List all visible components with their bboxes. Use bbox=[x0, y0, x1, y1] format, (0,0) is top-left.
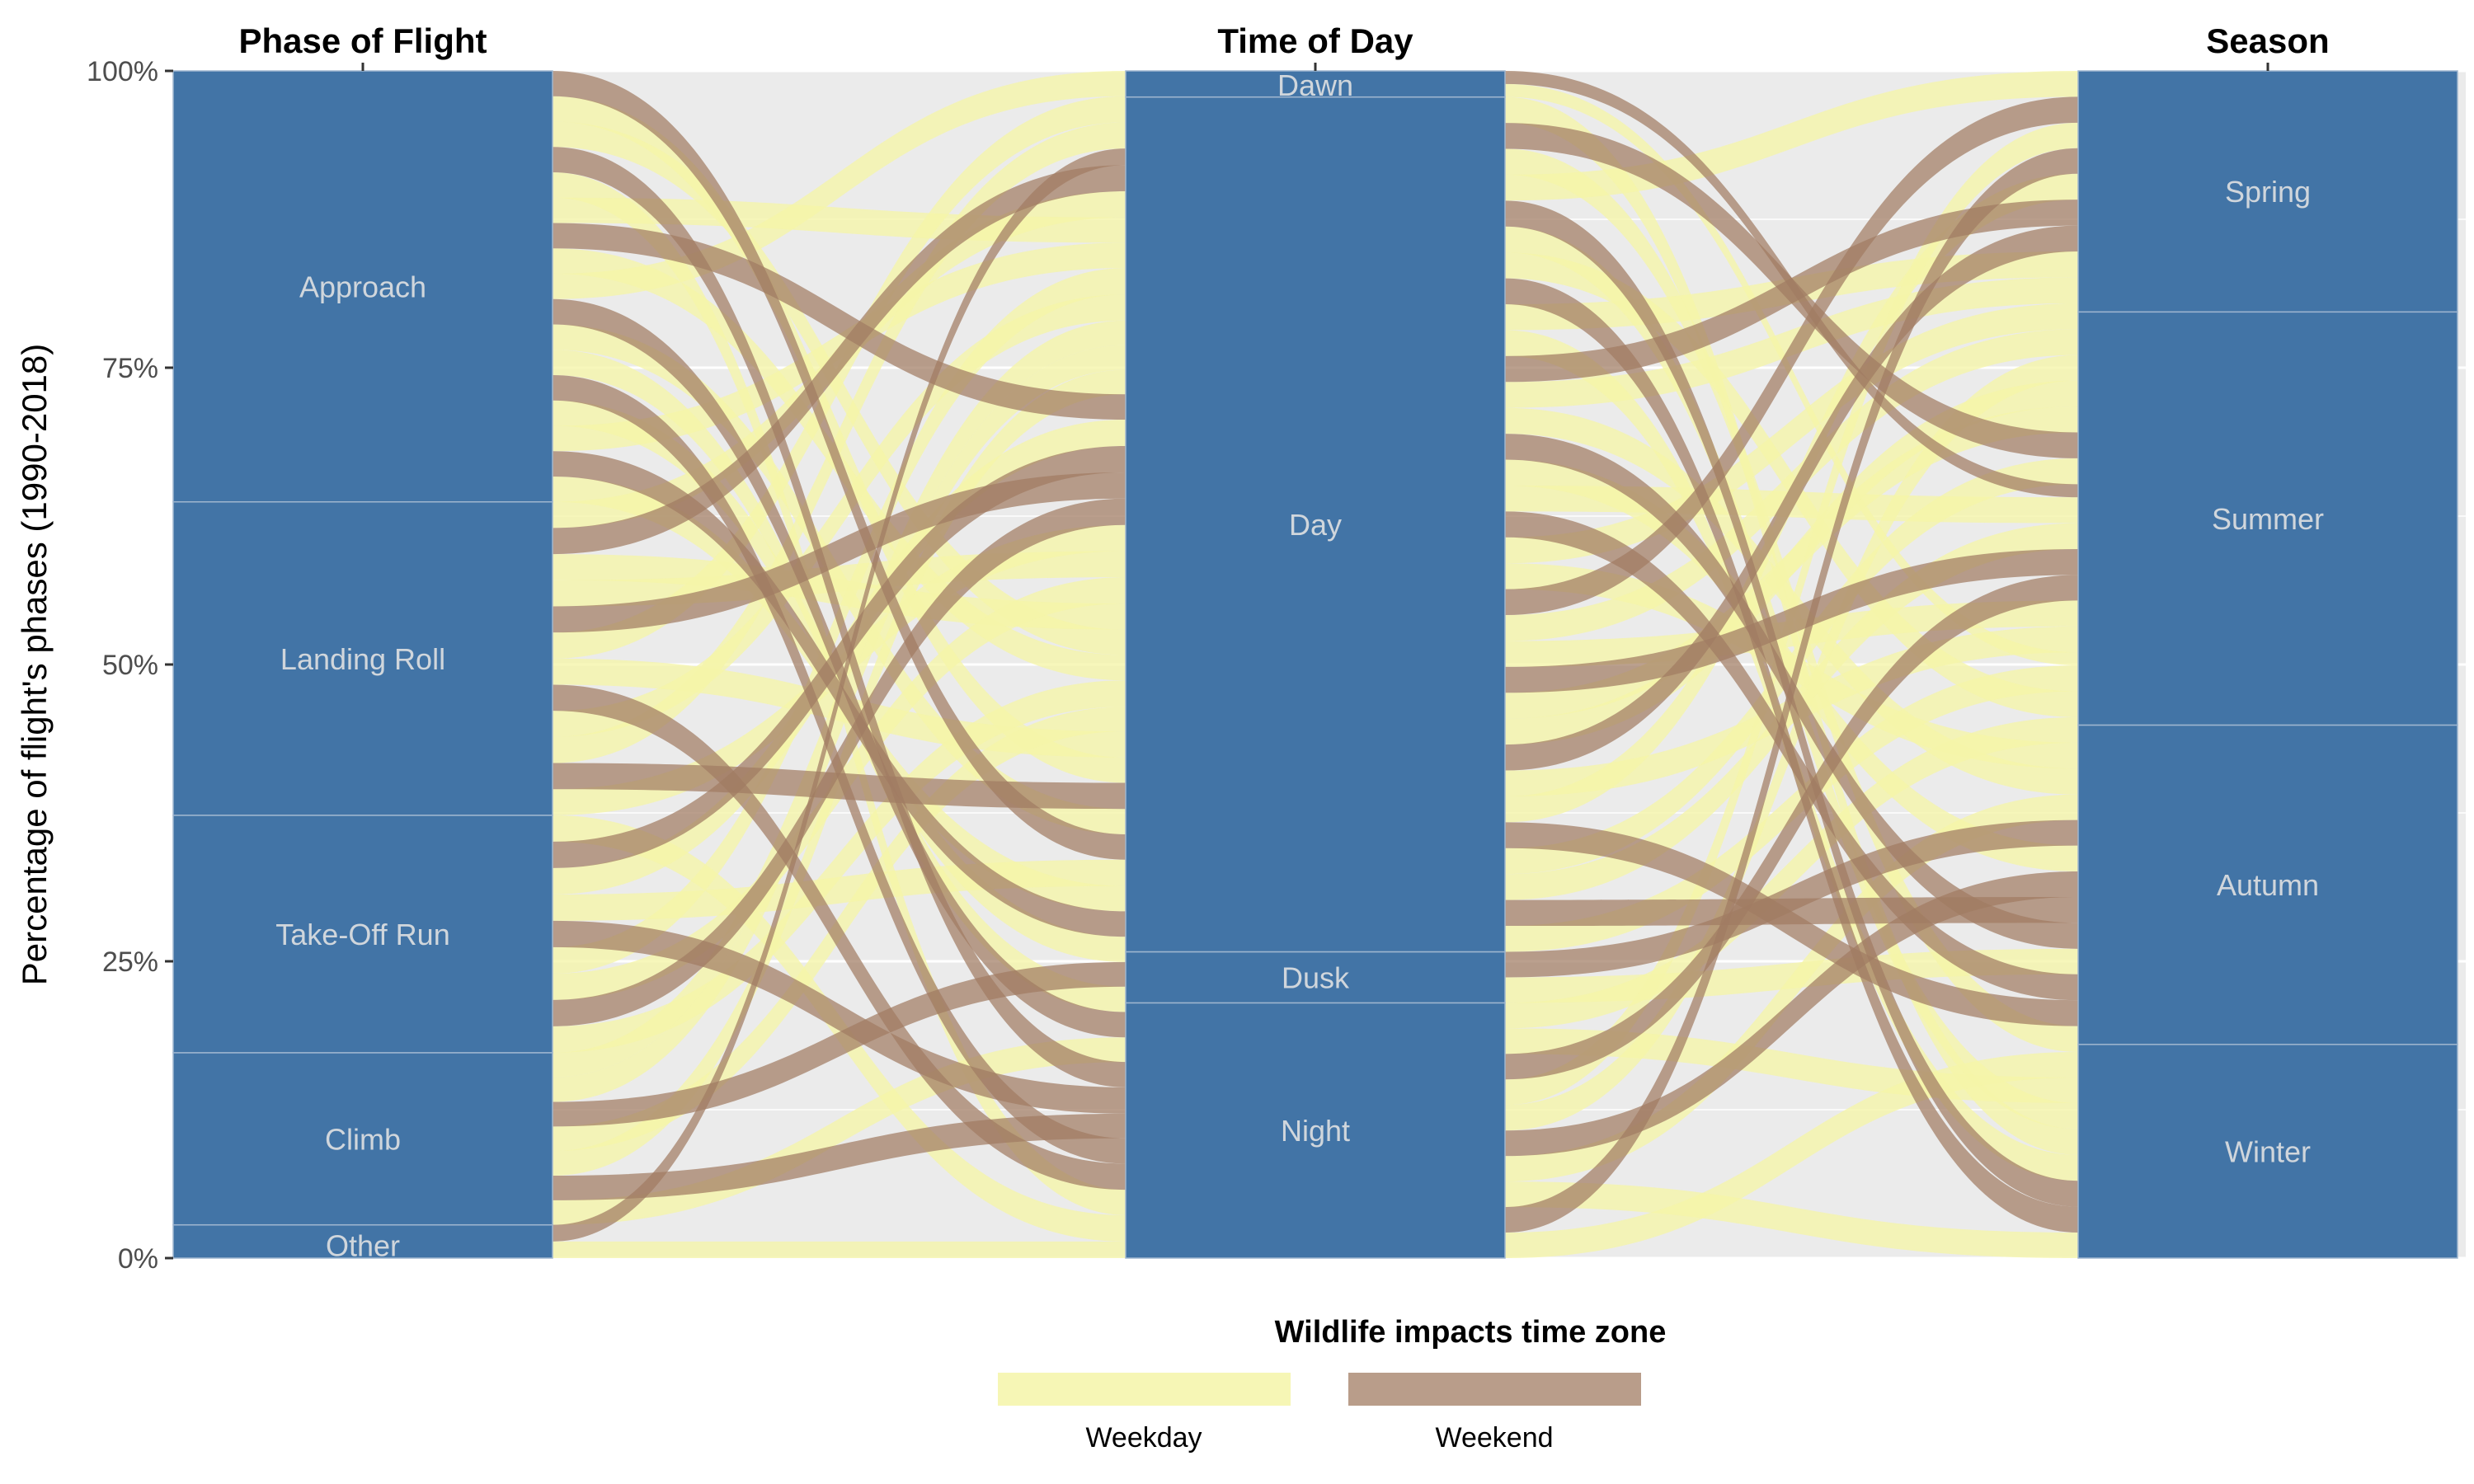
weekend-flow bbox=[553, 147, 1126, 1087]
stratum-winter bbox=[2077, 1044, 2458, 1259]
legend-key-weekday bbox=[998, 1373, 1291, 1406]
weekend-flow bbox=[553, 498, 1126, 1026]
stratum-spring bbox=[2077, 70, 2458, 313]
weekday-flow bbox=[553, 680, 1126, 1053]
weekday-flow bbox=[553, 554, 1126, 630]
legend: Wildlife impacts time zone Weekday Weeken… bbox=[998, 1315, 1666, 1453]
stratum-label: Night bbox=[1281, 1114, 1350, 1148]
weekday-flow bbox=[553, 96, 1126, 659]
weekend-flow bbox=[553, 446, 1126, 868]
flows bbox=[553, 71, 2078, 1258]
axis-header: Time of Day bbox=[1217, 21, 1413, 60]
weekday-flow bbox=[1505, 716, 2078, 1029]
axis-header: Phase of Flight bbox=[238, 21, 487, 60]
axis-header: Season bbox=[2206, 21, 2329, 60]
weekend-flow bbox=[1505, 225, 2078, 771]
weekend-flow bbox=[553, 1113, 1126, 1200]
weekend-flow bbox=[1505, 819, 2078, 978]
stratum-other bbox=[172, 1223, 553, 1259]
stratum-label: Climb bbox=[325, 1122, 401, 1156]
weekend-flow bbox=[553, 71, 1126, 860]
stratum-label: Dawn bbox=[1277, 68, 1353, 102]
legend-title: Wildlife impacts time zone bbox=[1275, 1315, 1667, 1350]
weekday-flow bbox=[1505, 303, 2078, 564]
stratum-take-off-run bbox=[172, 815, 553, 1054]
weekday-flow bbox=[1505, 458, 2078, 875]
weekday-flow bbox=[553, 1037, 1126, 1225]
weekend-flow bbox=[553, 165, 1126, 555]
stratum-label: Other bbox=[326, 1229, 400, 1263]
weekend-flow bbox=[553, 223, 1126, 420]
weekend-flow bbox=[1505, 548, 2078, 693]
weekend-flow bbox=[553, 920, 1126, 1114]
weekday-flow bbox=[1505, 665, 2078, 952]
y-tick-label: 75% bbox=[102, 353, 158, 384]
weekend-flow bbox=[1505, 96, 2078, 616]
weekday-flow bbox=[553, 1241, 1126, 1258]
legend-label: Weekend bbox=[1435, 1422, 1553, 1453]
weekend-flow bbox=[1505, 148, 2078, 1233]
weekend-flow bbox=[553, 684, 1126, 1190]
stratum-label: Winter bbox=[2225, 1134, 2311, 1168]
weekday-flow bbox=[1505, 794, 2078, 1182]
stratum-dusk bbox=[1125, 951, 1506, 1004]
stratum-label: Landing Roll bbox=[280, 642, 445, 676]
weekend-flow bbox=[1505, 200, 2078, 383]
y-tick-label: 100% bbox=[87, 56, 158, 87]
weekday-flow bbox=[553, 294, 1126, 737]
weekend-flow bbox=[1505, 575, 2078, 1080]
weekday-flow bbox=[1505, 1181, 2078, 1258]
axes: 0% 25% 50% 75% 100% Phase of Flight Time of Da… bbox=[87, 21, 2330, 1275]
stratum-approach bbox=[172, 70, 553, 503]
weekend-flow bbox=[553, 961, 1126, 1127]
weekday-flow bbox=[553, 122, 1126, 763]
weekday-flow bbox=[1505, 380, 2078, 745]
stratum-climb bbox=[172, 1052, 553, 1226]
weekend-flow bbox=[553, 148, 1126, 1242]
weekday-flow bbox=[553, 345, 1126, 1102]
weekday-flow bbox=[1505, 83, 2078, 666]
stratum-label: Summer bbox=[2212, 502, 2324, 536]
y-tick-label: 25% bbox=[102, 946, 158, 978]
weekend-flow bbox=[1505, 871, 2078, 1157]
legend-key-weekend bbox=[1348, 1373, 1641, 1406]
y-tick-label: 0% bbox=[118, 1243, 158, 1275]
stratum-dawn bbox=[1125, 70, 1506, 98]
legend-label: Weekday bbox=[1085, 1422, 1202, 1453]
stratum-summer bbox=[2077, 311, 2458, 726]
weekday-flow bbox=[553, 71, 1126, 299]
stratum-label: Day bbox=[1289, 508, 1342, 542]
stratum-day bbox=[1125, 96, 1506, 953]
stratum-label: Dusk bbox=[1282, 960, 1350, 994]
stratum-landing-roll bbox=[172, 500, 553, 816]
weekday-flow bbox=[1505, 1052, 2078, 1258]
strata: Other Climb Take-Off Run Landing Roll Approa… bbox=[172, 68, 2458, 1263]
y-tick-label: 50% bbox=[102, 650, 158, 681]
weekend-flow bbox=[1505, 511, 2078, 1001]
stratum-label: Autumn bbox=[2217, 868, 2319, 902]
weekday-flow bbox=[1505, 277, 2078, 408]
y-axis-title: Percentage of flight's phases (1990-2018… bbox=[15, 344, 54, 986]
stratum-label: Spring bbox=[2225, 175, 2311, 209]
stratum-autumn bbox=[2077, 724, 2458, 1045]
stratum-label: Approach bbox=[299, 270, 426, 303]
weekend-flow bbox=[553, 763, 1126, 810]
stratum-label: Take-Off Run bbox=[275, 918, 449, 951]
